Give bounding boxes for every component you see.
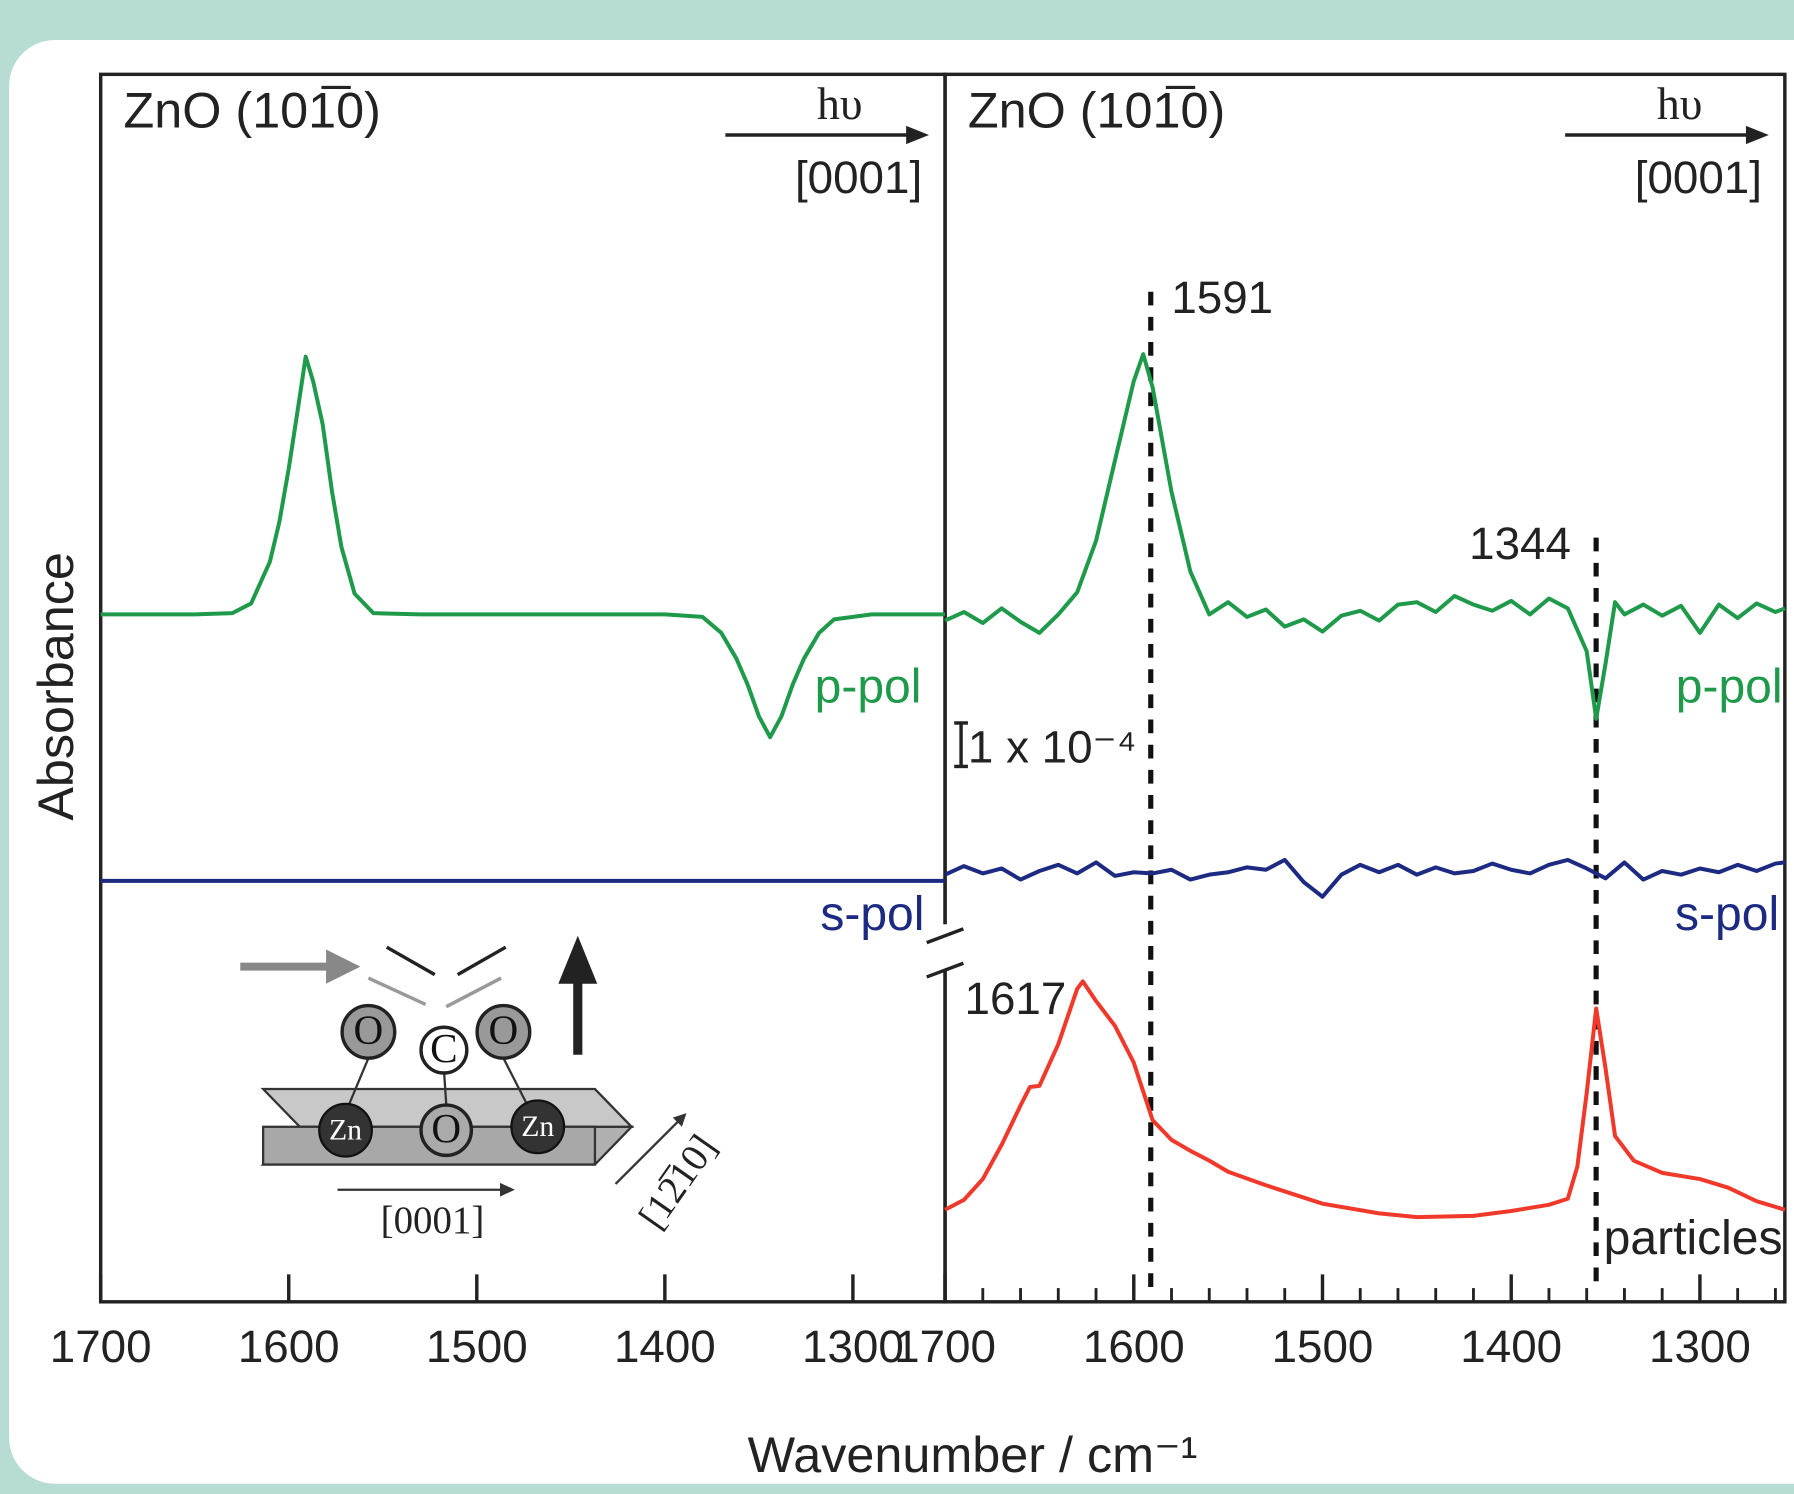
series-label: p-pol: [1676, 660, 1783, 713]
annotation-label: 1344: [1469, 518, 1571, 569]
axis-break: [926, 961, 964, 979]
series-line: [944, 979, 1786, 1220]
atom-label: O: [489, 1007, 519, 1053]
bond: [502, 1057, 530, 1108]
x-tick-label: 1600: [1083, 1321, 1185, 1372]
x-tick-label: 1500: [1272, 1321, 1374, 1372]
bond: [346, 1057, 370, 1108]
axis-arrow: [614, 1116, 683, 1185]
arrow: [367, 976, 427, 1006]
series-label: particles: [1604, 1212, 1783, 1265]
arrow: [456, 945, 507, 977]
axis-break-gap: [933, 924, 957, 971]
y-axis-label: Absorbance: [27, 552, 84, 821]
x-tick-label: 1300: [802, 1321, 904, 1372]
arrow: [445, 976, 502, 1009]
arrowhead: [499, 1182, 515, 1197]
series-line: [944, 857, 1786, 899]
x-axis-label: Wavenumber / cm⁻¹: [748, 1426, 1198, 1483]
beam-arrowhead: [1745, 125, 1769, 145]
atom-label: O: [431, 1105, 461, 1151]
inset-axis-label: [0001]: [381, 1199, 485, 1242]
peak-label: 1617: [965, 973, 1067, 1024]
x-tick-label: 1600: [238, 1321, 340, 1372]
series-label: p-pol: [815, 660, 922, 713]
x-tick-label: 1300: [1649, 1321, 1751, 1372]
beam-direction: [0001]: [1635, 152, 1762, 203]
beam-label: hυ: [817, 78, 863, 129]
x-tick-label: 1400: [614, 1321, 716, 1372]
atom-label: Zn: [521, 1110, 554, 1143]
annotation-label: 1591: [1171, 272, 1273, 323]
panel-title: ZnO (101̅0): [968, 82, 1225, 139]
series-label: s-pol: [1675, 888, 1779, 941]
scale-bar-label: 1 x 10⁻⁴: [968, 722, 1136, 773]
atom: [419, 1103, 474, 1158]
arrowhead: [326, 949, 361, 984]
x-tick-label: 1500: [426, 1321, 528, 1372]
atom-label: O: [354, 1007, 384, 1053]
x-tick-label: 1700: [894, 1321, 996, 1372]
atom-label: Zn: [329, 1113, 362, 1146]
atom: [475, 1003, 532, 1060]
inset-diagram: [240, 935, 687, 1197]
arrowhead: [558, 935, 598, 984]
beam-label: hυ: [1657, 78, 1703, 129]
atom: [340, 1003, 397, 1060]
atom: [510, 1099, 566, 1155]
beam-direction: [0001]: [795, 152, 922, 203]
x-tick-label: 1400: [1460, 1321, 1562, 1372]
atom: [318, 1102, 373, 1158]
bond: [442, 1069, 448, 1104]
right-panel-frame: [943, 72, 1787, 1304]
panel-title: ZnO (101̅0): [124, 82, 381, 139]
card: [9, 40, 1794, 1484]
series-line: [944, 352, 1786, 721]
atom: [419, 1025, 469, 1075]
axis-break: [926, 927, 964, 945]
arrow: [385, 945, 436, 977]
beam-arrowhead: [906, 125, 930, 145]
atom-label: C: [430, 1025, 457, 1071]
series-label: s-pol: [820, 888, 924, 941]
series-line: [100, 354, 946, 740]
x-tick-label: 1700: [50, 1321, 152, 1372]
